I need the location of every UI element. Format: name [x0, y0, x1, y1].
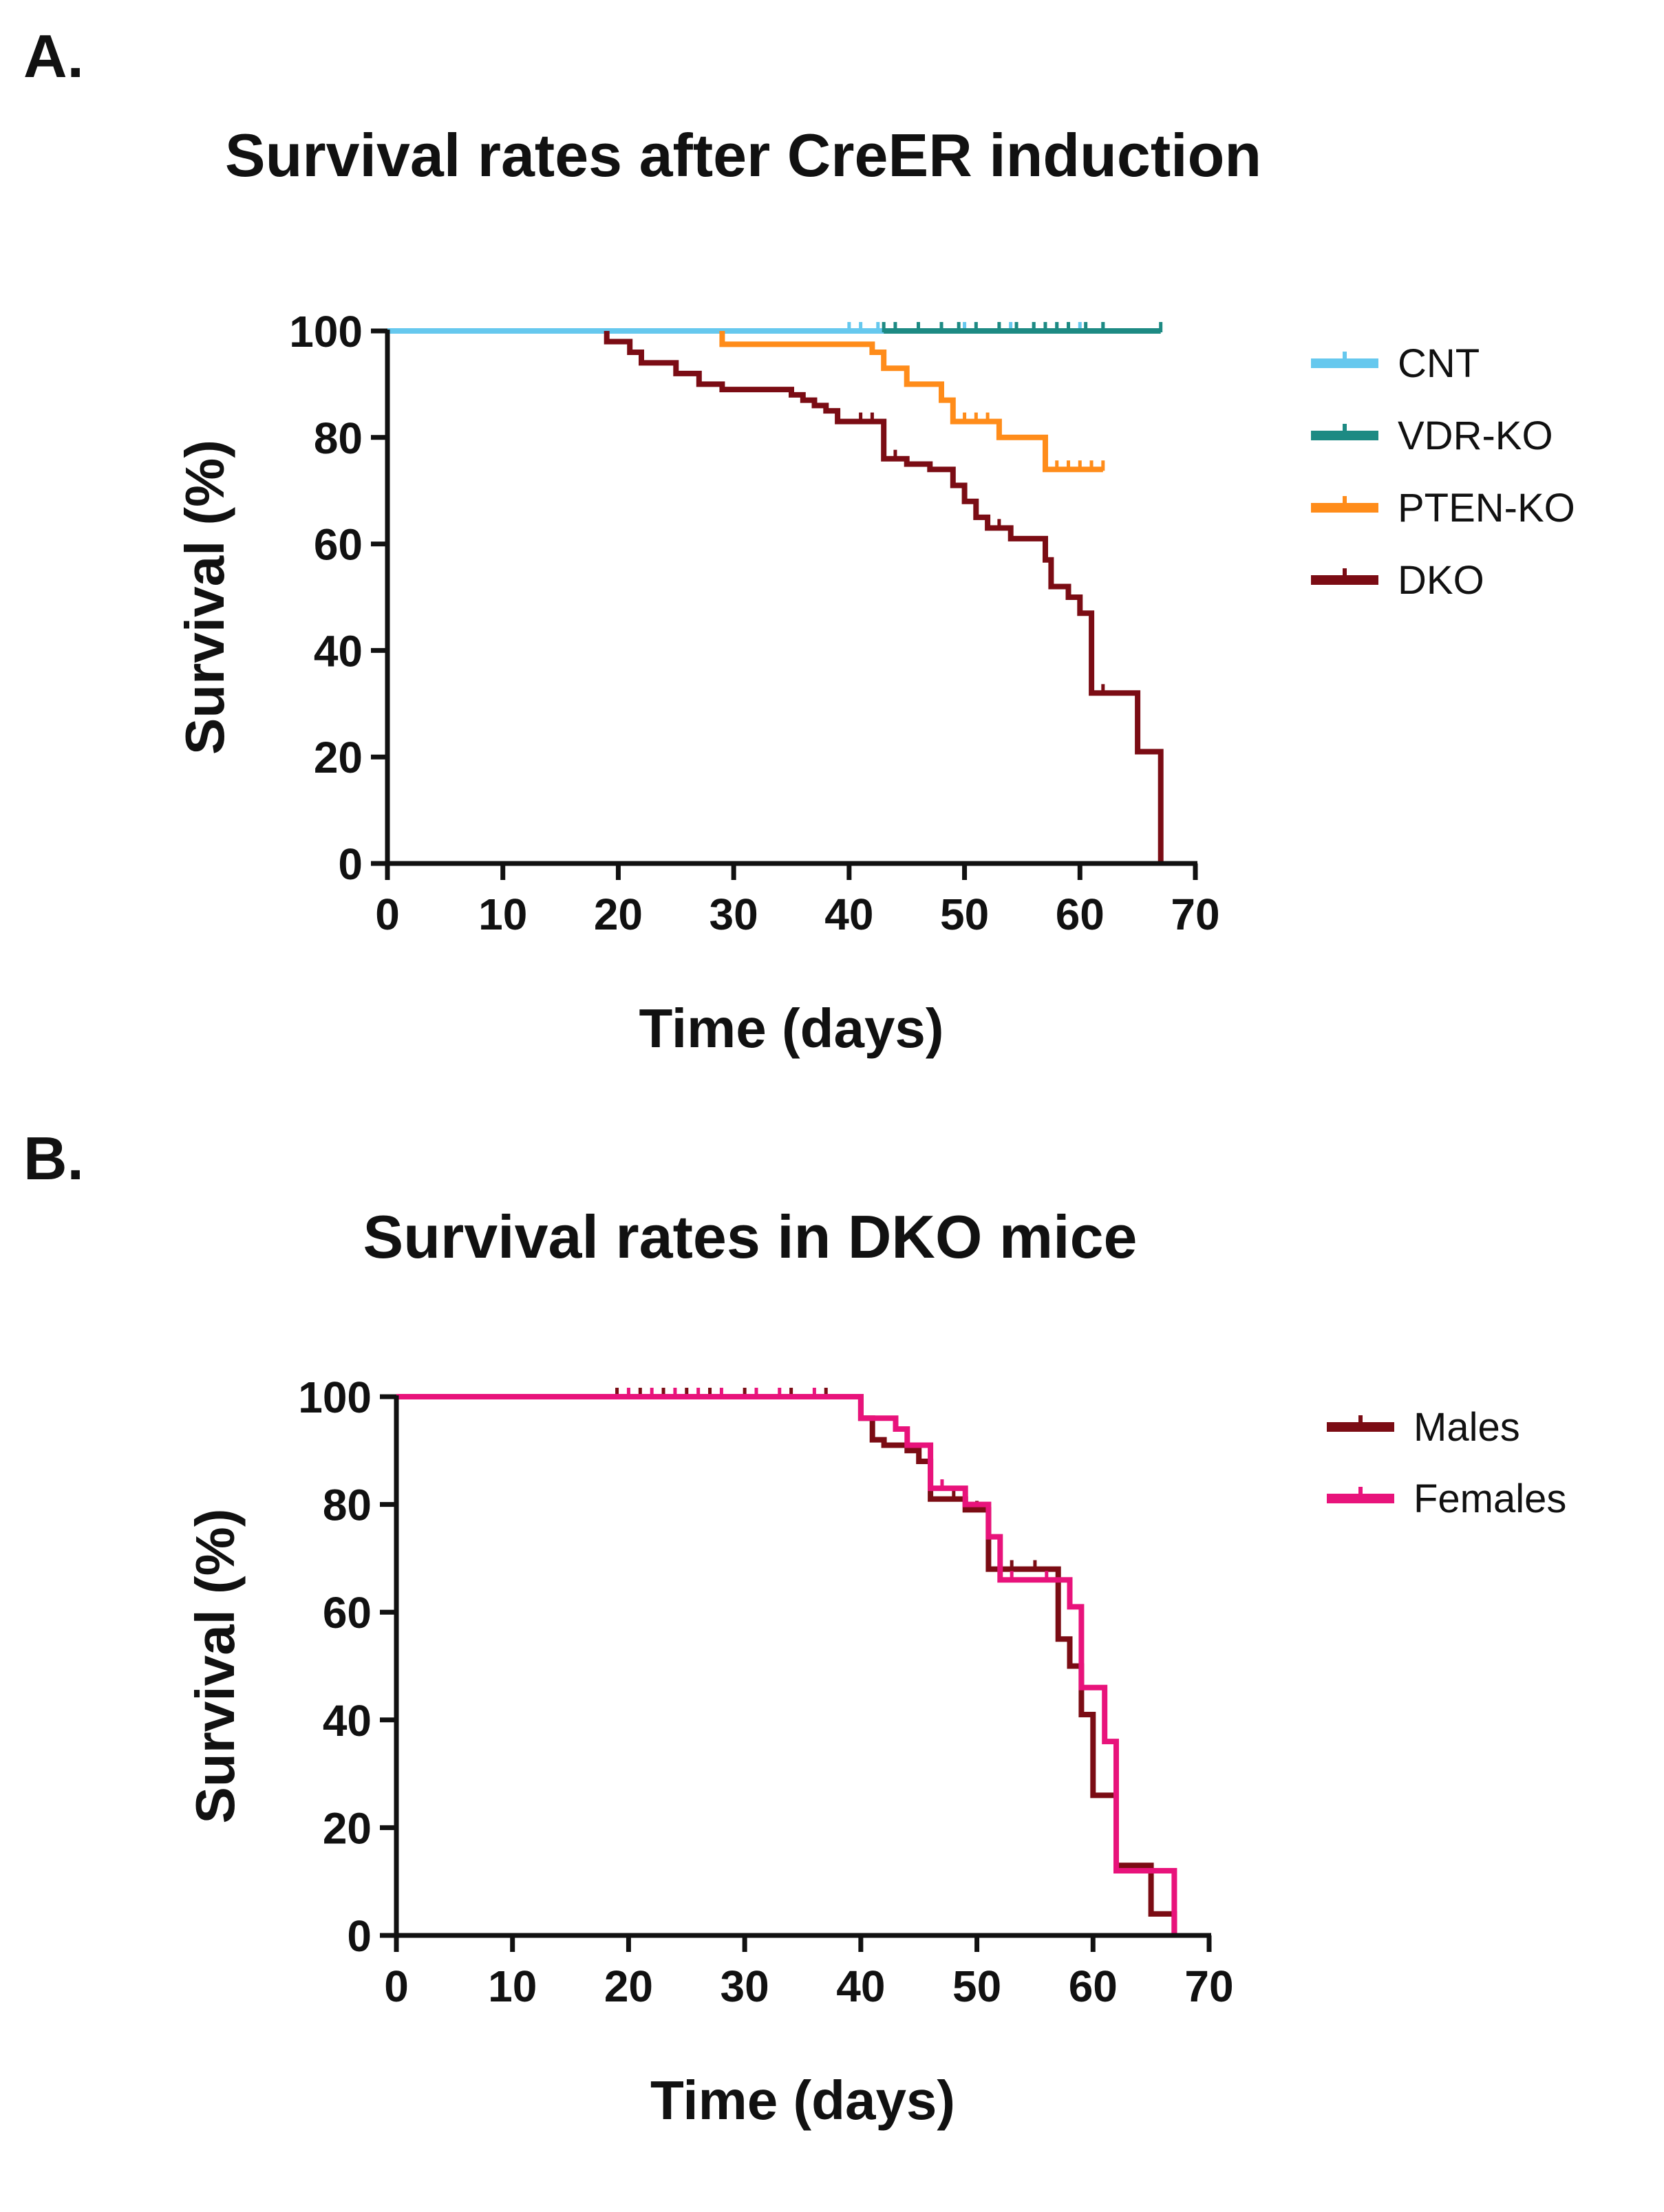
panel-b-label: B. — [23, 1124, 84, 1192]
chart-a: 0 10 20 30 40 50 60 70 0 20 40 60 80 100 Time (days) Su… — [174, 307, 1575, 1059]
chart-a-y-tick-label: 0 — [338, 839, 363, 889]
chart-b-x-tick-label: 70 — [1184, 1962, 1233, 2011]
chart-b-x-tick-label: 0 — [384, 1962, 409, 2011]
chart-a-x-tick-label: 50 — [940, 890, 989, 939]
chart-b-x-tick-label: 40 — [836, 1962, 885, 2011]
chart-b-y-axis-label: Survival (%) — [184, 1509, 246, 1824]
chart-a-x-tick-label: 40 — [824, 890, 873, 939]
chart-a-y-tick-label: 80 — [314, 414, 363, 463]
chart-a-x-tick-label: 10 — [478, 890, 527, 939]
chart-a-y-axis-label: Survival (%) — [174, 440, 235, 755]
chart-a-x-tick-label: 30 — [710, 890, 758, 939]
chart-b-x-tick-label: 10 — [488, 1962, 537, 2011]
chart-b-y-tick-label: 80 — [323, 1481, 372, 1530]
chart-b-y-tick-label: 20 — [323, 1803, 372, 1853]
chart-b-y-tick-label: 100 — [298, 1373, 372, 1422]
chart-b-y-tick-label: 40 — [323, 1696, 372, 1746]
chart-b-y-tick-label: 60 — [323, 1588, 372, 1637]
chart-a-legend-label-cnt: CNT — [1398, 341, 1480, 386]
chart-a-y-tick-label: 100 — [289, 307, 363, 356]
chart-a-title: Survival rates after CreER induction — [224, 121, 1262, 189]
chart-a-y-tick-label: 60 — [314, 520, 363, 570]
chart-a-x-tick-label: 20 — [594, 890, 643, 939]
chart-a-series-pten-ko-line — [719, 331, 1103, 473]
chart-a-x-axis-label: Time (days) — [639, 998, 943, 1059]
chart-a-y-tick-label: 40 — [314, 626, 363, 676]
chart-b-title: Survival rates in DKO mice — [363, 1203, 1138, 1271]
chart-b-x-tick-label: 30 — [721, 1962, 769, 2011]
chart-a-series-dko-line — [604, 331, 1164, 863]
chart-a-x-tick-label: 60 — [1056, 890, 1105, 939]
panel-a-label: A. — [23, 22, 84, 90]
chart-a-y-tick-label: 20 — [314, 733, 363, 782]
chart-a-legend-label-pten-ko: PTEN-KO — [1398, 486, 1575, 530]
chart-b-series-males-line — [396, 1394, 1177, 1935]
chart-a-x-tick-label: 70 — [1171, 890, 1219, 939]
chart-b-legend-label-females: Females — [1414, 1477, 1566, 1521]
chart-b: 0 10 20 30 40 50 60 70 0 20 40 60 80 100 Time (days) Su… — [184, 1373, 1566, 2131]
chart-a-x-tick-label: 0 — [375, 890, 400, 939]
chart-a-legend-label-dko: DKO — [1398, 558, 1484, 603]
chart-b-x-tick-label: 60 — [1069, 1962, 1118, 2011]
chart-a-legend-label-vdr-ko: VDR-KO — [1398, 414, 1553, 458]
chart-b-x-tick-label: 20 — [604, 1962, 653, 2011]
chart-b-series-females-line — [396, 1394, 1177, 1935]
chart-b-x-tick-label: 50 — [952, 1962, 1001, 2011]
chart-b-legend-label-males: Males — [1414, 1405, 1520, 1450]
chart-b-x-axis-label: Time (days) — [650, 2070, 955, 2131]
chart-b-y-tick-label: 0 — [347, 1911, 372, 1961]
